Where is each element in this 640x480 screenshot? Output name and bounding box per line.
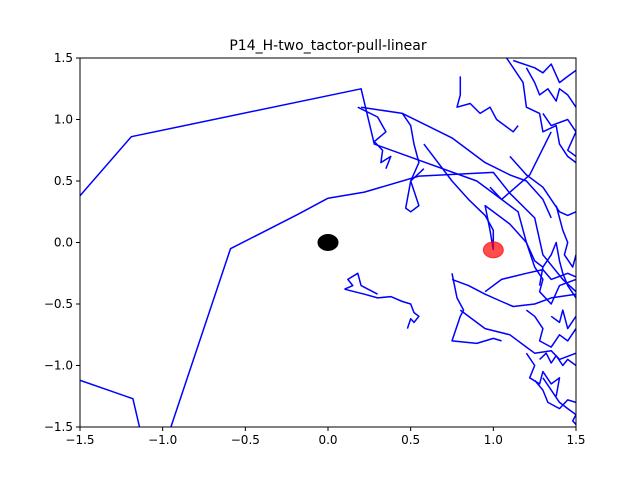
y-axis: −1.5 −1.0 −0.5 0.0 0.5 1.0 1.5 [44,51,80,434]
trajectory-line-16 [344,288,420,329]
origin-marker [317,234,339,251]
y-tick-label: −0.5 [44,297,73,311]
x-tick-label: −1.5 [65,433,94,447]
trajectory-line-29 [539,352,576,367]
x-tick-label: 0.5 [401,433,420,447]
x-tick-label: 0.0 [318,433,337,447]
trajectory-line-22 [525,309,576,348]
y-tick-label: −1.5 [44,420,73,434]
trajectory-line-28 [542,241,576,299]
trajectory-line-2 [80,379,141,427]
x-axis: −1.5 −1.0 −0.5 0.0 0.5 1.0 1.5 [65,427,586,447]
chart-title: P14_H-two_tactor-pull-linear [229,38,427,54]
x-tick-label: −0.5 [231,433,260,447]
trajectory-line-21 [484,268,576,293]
trajectory-line-17 [344,272,378,295]
y-tick-label: 0.5 [54,174,73,188]
trajectory-line-24 [542,377,576,426]
x-tick-label: 1.0 [484,433,503,447]
marker-layer [317,234,504,259]
trajectory-line-7 [456,76,519,133]
trajectory-layer [80,58,576,427]
trajectory-line-18 [451,273,502,345]
trajectory-line-10 [505,58,576,164]
trajectory-line-6 [402,112,552,219]
x-tick-label: 1.5 [566,433,585,447]
trajectory-line-3 [170,171,576,427]
trajectory-line-5 [360,106,425,213]
trajectory-line-11 [512,59,576,84]
trajectory-line-20 [451,278,576,308]
target-marker [482,241,504,259]
y-tick-label: 1.0 [54,113,73,127]
y-tick-label: −1.0 [44,359,73,373]
trajectory-line-12 [525,67,576,108]
trajectory-line-9 [484,204,576,305]
trajectory-line-13 [542,112,576,158]
trajectory-line-14 [509,155,576,217]
trajectory-line-25 [534,379,576,410]
trajectory-line-1 [80,88,552,201]
y-tick-label: 1.5 [54,51,73,65]
x-tick-label: −1.0 [148,433,177,447]
y-tick-label: 0.0 [54,236,73,250]
trajectory-line-15 [489,186,544,286]
trajectory-line-23 [525,352,561,397]
trajectory-line-8 [423,143,495,250]
trajectory-line-27 [555,205,576,268]
trajectory-line-4 [357,106,392,169]
trajectory-line-26 [550,309,576,330]
